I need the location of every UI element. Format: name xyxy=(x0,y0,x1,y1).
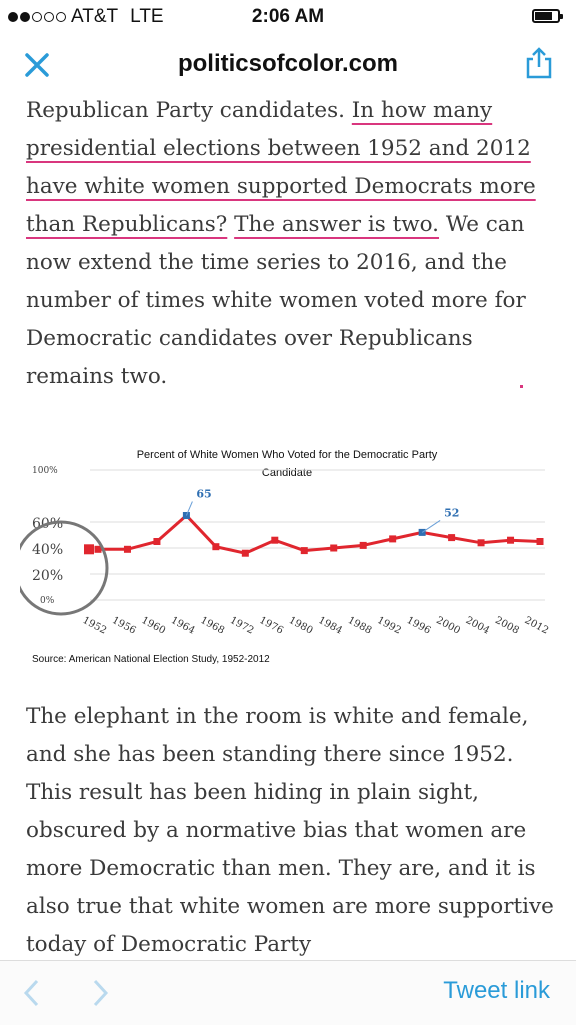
status-bar: AT&T LTE 2:06 AM xyxy=(0,0,576,36)
x-tick-label: 2012 xyxy=(523,615,551,637)
bottom-toolbar: Tweet link xyxy=(0,960,576,1025)
x-tick-label: 1972 xyxy=(228,615,256,637)
status-left: AT&T LTE xyxy=(8,6,164,28)
battery-icon xyxy=(532,9,563,23)
x-tick-label: 1960 xyxy=(140,615,168,637)
x-tick-label: 1984 xyxy=(316,615,344,637)
data-label: 65 xyxy=(196,488,211,501)
annotation-circle xyxy=(20,520,109,616)
x-tick-label: 1980 xyxy=(287,615,315,637)
y-tick-label: 0% xyxy=(40,596,55,606)
x-tick-label: 2000 xyxy=(434,615,462,637)
page-domain: politicsofcolor.com xyxy=(177,50,399,77)
data-point xyxy=(271,536,279,544)
back-button[interactable] xyxy=(20,977,44,1009)
close-button[interactable] xyxy=(22,50,52,80)
chevron-left-icon xyxy=(23,979,39,1007)
data-point xyxy=(300,547,308,555)
signal-dot xyxy=(8,12,18,22)
underlined-text: In how many presidential elections betwe… xyxy=(26,98,536,237)
data-point xyxy=(212,543,220,551)
data-point xyxy=(477,539,485,547)
article-paragraph-1: Republican Party candidates. In how many… xyxy=(26,92,556,396)
x-tick-label: 1968 xyxy=(198,615,226,637)
chart-source: Source: American National Election Study… xyxy=(32,654,270,665)
signal-strength-icon xyxy=(8,12,66,22)
data-point xyxy=(241,549,249,557)
chart-title-line-2: Candidate xyxy=(262,467,312,479)
chevron-right-icon xyxy=(93,979,109,1007)
data-label: 52 xyxy=(444,506,459,519)
x-tick-label: 2004 xyxy=(464,615,492,637)
data-point xyxy=(507,536,515,544)
x-tick-label: 1996 xyxy=(405,615,433,637)
data-point xyxy=(94,545,102,553)
article-text-segment: We can now extend the time series to 201… xyxy=(26,212,526,389)
signal-dot xyxy=(44,12,54,22)
y-tick-label: 20% xyxy=(32,568,63,584)
signal-dot xyxy=(20,12,30,22)
y-tick-label: 40% xyxy=(32,542,63,558)
x-tick-label: 2008 xyxy=(493,615,521,637)
article-text: Republican Party candidates. In how many… xyxy=(26,92,556,396)
forward-button[interactable] xyxy=(88,977,112,1009)
x-tick-label: 1988 xyxy=(346,615,374,637)
article-text-segment: Republican Party candidates. xyxy=(26,98,352,123)
data-point xyxy=(389,535,397,543)
x-tick-label: 1964 xyxy=(169,615,197,637)
label-leader xyxy=(421,519,441,533)
x-tick-label: 1956 xyxy=(110,615,138,637)
tweet-link-button[interactable]: Tweet link xyxy=(443,977,550,1004)
article-paragraph-2-wrap: The elephant in the room is white and fe… xyxy=(26,698,556,960)
series-line xyxy=(98,513,541,555)
x-tick-label: 1976 xyxy=(257,615,285,637)
close-icon xyxy=(25,53,49,77)
label-leader xyxy=(185,501,193,516)
x-tick-label: 1992 xyxy=(375,615,403,637)
data-point xyxy=(330,544,338,552)
data-point xyxy=(448,534,456,542)
data-point xyxy=(153,538,161,545)
article-paragraph-2: The elephant in the room is white and fe… xyxy=(26,704,554,957)
line-chart: Percent of White Women Who Voted for the… xyxy=(20,449,551,665)
data-point xyxy=(418,528,426,536)
data-point xyxy=(359,541,367,549)
x-tick-label: 1952 xyxy=(81,615,109,637)
browser-nav-bar: politicsofcolor.com xyxy=(0,36,576,98)
data-point xyxy=(123,545,131,553)
data-point xyxy=(536,538,544,545)
share-icon xyxy=(526,47,552,79)
share-button[interactable] xyxy=(524,46,554,80)
signal-dot xyxy=(56,12,66,22)
carrier-name: AT&T xyxy=(71,6,119,27)
y-tick-label: 100% xyxy=(32,466,58,476)
data-point-marker xyxy=(84,544,94,555)
pen-mark xyxy=(520,385,523,388)
chart-title: Percent of White Women Who Voted for the… xyxy=(137,449,438,461)
network-type: LTE xyxy=(130,6,164,27)
signal-dot xyxy=(32,12,42,22)
underlined-text: The answer is two. xyxy=(234,212,440,237)
